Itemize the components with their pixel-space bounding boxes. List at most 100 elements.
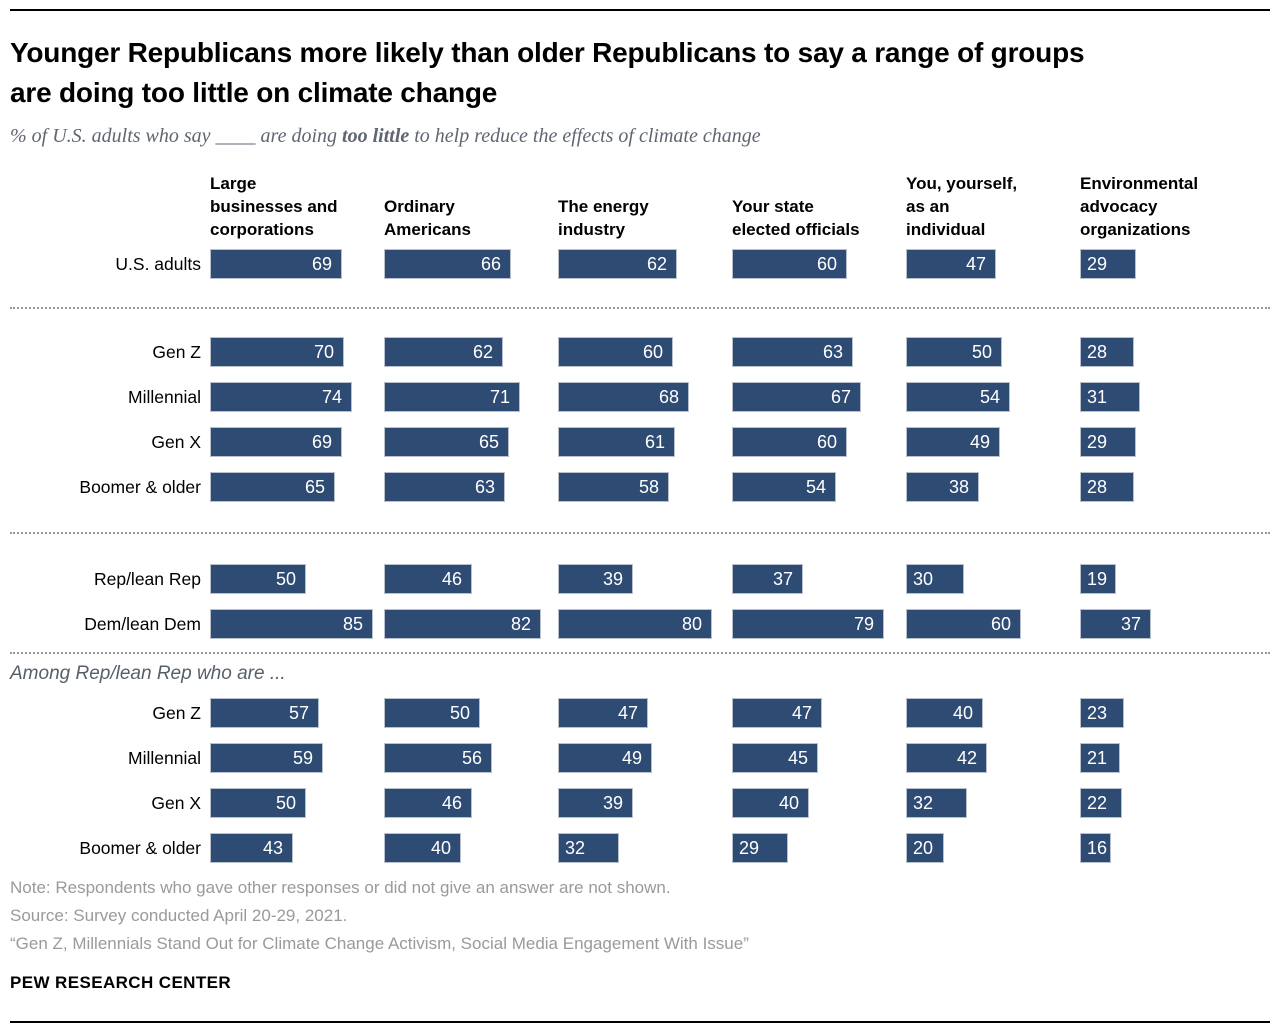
bar-value-label: 29: [1087, 253, 1108, 274]
bar: 50: [210, 563, 306, 594]
section-party: Rep/lean Rep 50 46 39 37 30 19 Dem/lean Dem 85 82…: [10, 563, 1270, 639]
bar-cell: 21: [1080, 742, 1254, 773]
bar-cell: 54: [906, 381, 1080, 412]
bar: 60: [732, 248, 847, 279]
bar-cell: 50: [210, 787, 384, 818]
bar-cell: 74: [210, 381, 384, 412]
bar-cell: 32: [906, 787, 1080, 818]
bar-cell: 50: [384, 697, 558, 728]
bar: 66: [384, 248, 511, 279]
bar-value-label: 31: [1087, 386, 1108, 407]
bar-cell: 82: [384, 608, 558, 639]
bar-cell: 23: [1080, 697, 1254, 728]
bar-value-label: 65: [478, 431, 499, 452]
bar-value-label: 39: [602, 792, 623, 813]
bar: 21: [1080, 742, 1120, 773]
footnotes: Note: Respondents who gave other respons…: [10, 874, 1270, 958]
bar-cell: 46: [384, 787, 558, 818]
bar: 37: [732, 563, 803, 594]
column-header: You, yourself, as an individual: [906, 173, 1018, 240]
bar-cell: 85: [210, 608, 384, 639]
bar-value-label: 23: [1087, 702, 1108, 723]
section-us-adults: U.S. adults 69 66 62 60 47 29: [10, 248, 1270, 279]
bar-cell: 29: [1080, 426, 1254, 457]
bar: 79: [732, 608, 884, 639]
bottom-rule: [10, 1020, 1270, 1023]
row-label: Gen X: [151, 792, 201, 813]
bar: 47: [732, 697, 822, 728]
bar: 49: [906, 426, 1000, 457]
bar: 67: [732, 381, 861, 412]
bar-cell: 40: [906, 697, 1080, 728]
bar: 20: [906, 832, 944, 863]
bar-cell: 54: [732, 471, 906, 502]
bar-cell: 57: [210, 697, 384, 728]
bar-cell: 62: [558, 248, 732, 279]
bar: 69: [210, 248, 342, 279]
section-generations: Gen Z 70 62 60 63 50 28 Millennial 74 71 68 67 54 31 G…: [10, 336, 1270, 502]
bar-value-label: 16: [1087, 837, 1108, 858]
row-label: U.S. adults: [115, 253, 201, 274]
bar-value-label: 57: [288, 702, 309, 723]
bar-value-label: 60: [816, 253, 837, 274]
bar-value-label: 19: [1087, 568, 1108, 589]
bar-cell: 61: [558, 426, 732, 457]
bar-value-label: 40: [430, 837, 451, 858]
row-label: Boomer & older: [79, 476, 201, 497]
bar: 54: [732, 471, 836, 502]
section-divider: [10, 531, 1270, 534]
bar-cell: 19: [1080, 563, 1254, 594]
bar: 59: [210, 742, 323, 773]
bar-cell: 50: [906, 336, 1080, 367]
bar-cell: 58: [558, 471, 732, 502]
bar-value-label: 22: [1087, 792, 1108, 813]
bar-cell: 42: [906, 742, 1080, 773]
bar: 29: [1080, 248, 1136, 279]
bar: 63: [732, 336, 853, 367]
bar-cell: 40: [732, 787, 906, 818]
bar: 45: [732, 742, 818, 773]
bar: 40: [732, 787, 809, 818]
report-title-text: “Gen Z, Millennials Stand Out for Climat…: [10, 933, 749, 953]
bar: 62: [384, 336, 503, 367]
bar: 39: [558, 563, 633, 594]
bar-value-label: 29: [1087, 431, 1108, 452]
bar-value-label: 66: [480, 253, 501, 274]
bar-value-label: 82: [510, 613, 531, 634]
bar: 65: [384, 426, 509, 457]
bar-value-label: 58: [638, 476, 659, 497]
bar: 74: [210, 381, 352, 412]
bar: 70: [210, 336, 344, 367]
bar-cell: 31: [1080, 381, 1254, 412]
section-divider: [10, 306, 1270, 309]
column-headers: Large businesses and corporations Ordinar…: [10, 172, 1270, 249]
bar-cell: 60: [732, 426, 906, 457]
bar-value-label: 46: [441, 568, 462, 589]
bar: 16: [1080, 832, 1111, 863]
bar-value-label: 50: [971, 341, 992, 362]
note-text: Note: Respondents who gave other respons…: [10, 877, 671, 897]
bar-value-label: 70: [313, 341, 334, 362]
bar-cell: 65: [384, 426, 558, 457]
subtitle-prefix: % of U.S. adults who say ____ are doing: [10, 124, 343, 147]
bar-row: Gen Z 57 50 47 47 40 23: [10, 697, 1270, 728]
row-label: Millennial: [128, 747, 201, 768]
bar-value-label: 29: [739, 837, 760, 858]
bar: 50: [384, 697, 480, 728]
bar-value-label: 54: [805, 476, 826, 497]
bar-cell: 59: [210, 742, 384, 773]
bar-cell: 45: [732, 742, 906, 773]
bar: 32: [906, 787, 967, 818]
bar: 58: [558, 471, 669, 502]
bar: 40: [906, 697, 983, 728]
bar-value-label: 60: [990, 613, 1011, 634]
bar: 60: [732, 426, 847, 457]
bar-cell: 20: [906, 832, 1080, 863]
bar-value-label: 61: [644, 431, 665, 452]
bar-cell: 63: [384, 471, 558, 502]
bar-value-label: 37: [772, 568, 793, 589]
bar-row: Boomer & older 65 63 58 54 38 28: [10, 471, 1270, 502]
bar-value-label: 85: [342, 613, 363, 634]
bar-value-label: 28: [1087, 476, 1108, 497]
